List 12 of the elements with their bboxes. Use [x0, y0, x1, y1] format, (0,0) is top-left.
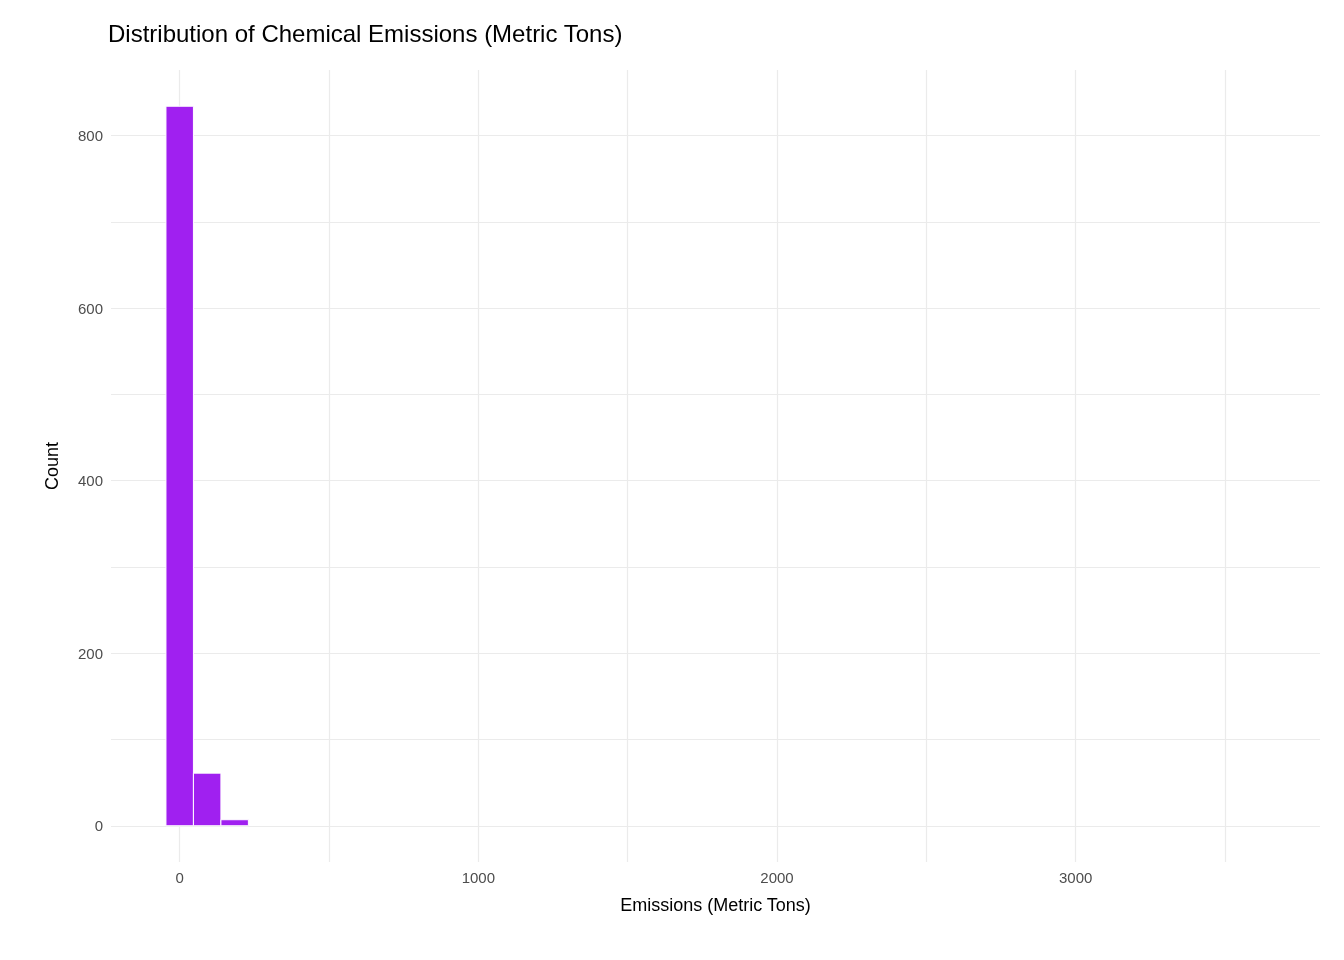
y-tick-label: 200 — [77, 644, 103, 662]
y-tick-label: 800 — [77, 127, 103, 145]
x-tick-label: 1000 — [461, 869, 496, 886]
y-axis-title: Count — [42, 441, 62, 491]
chart-title: Distribution of Chemical Emissions (Metric Tons) — [108, 19, 623, 47]
y-tick-label: 600 — [77, 299, 103, 317]
x-tick-label: 2000 — [760, 869, 794, 886]
x-axis-title: Emissions (Metric Tons) — [620, 895, 811, 915]
y-tick-label: 400 — [77, 472, 103, 490]
x-tick-label: 0 — [175, 869, 184, 886]
x-tick-label: 3000 — [1059, 869, 1093, 886]
y-tick-label: 0 — [94, 817, 103, 835]
